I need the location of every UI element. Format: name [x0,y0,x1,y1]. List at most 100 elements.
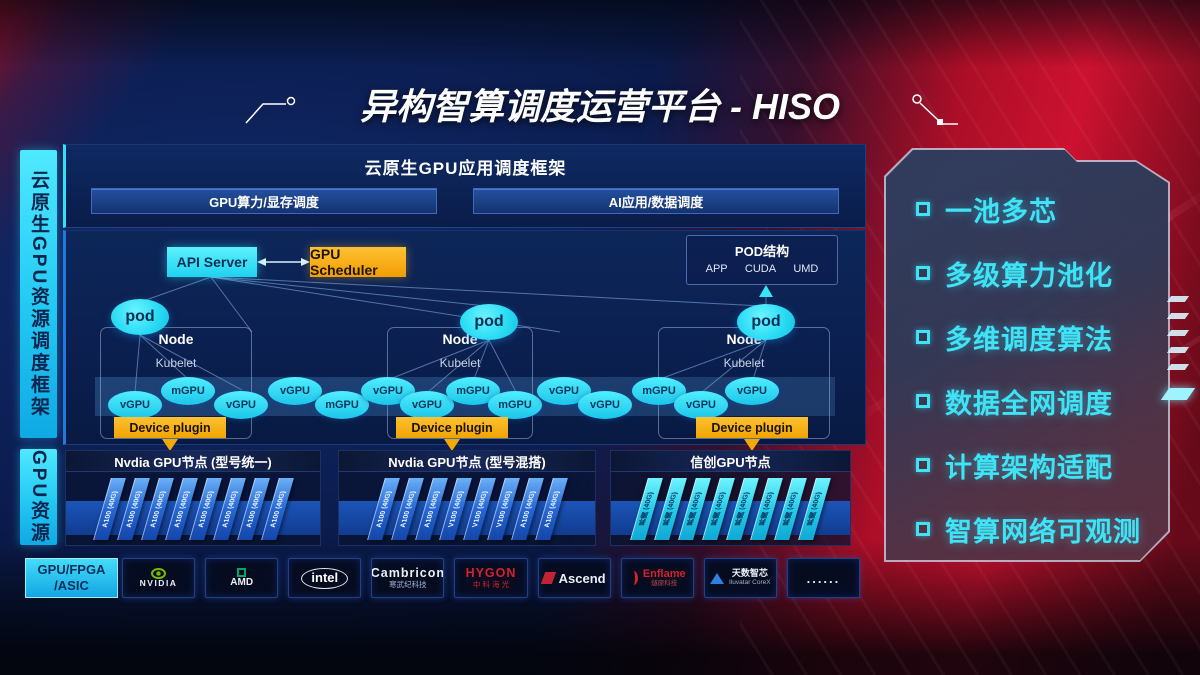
vendor-logo-row: NVIDIA AMD intel Cambricon 寒武纪科技 HYGON 中 科 海 光… [122,558,860,598]
gpu-node-section: Nvdia GPU节点 (型号混搭) A100 (40G) A100 (40G) A1… [338,450,596,546]
gpu-instance-mgpu: mGPU [161,377,215,405]
square-bullet-icon [916,522,930,536]
pod-ellipse-left: pod [111,299,169,335]
feature-panel-border: 一池多芯多级算力池化 多维调度算法 数据全网调度 计算架构适配 智算网络可观测 [884,148,1170,562]
vendor-name: 天数智芯 [731,568,768,579]
square-bullet-icon [916,202,930,216]
vendor-subtitle: 寒武纪科技 [389,579,427,589]
gpu-node-section-title: Nvdia GPU节点 (型号统一) [66,451,320,472]
feature-label: 智算网络可观测 [945,516,1141,547]
square-bullet-icon [916,458,930,472]
node-label: Node [158,331,194,347]
vendor-name: NVIDIA [139,577,178,588]
feature-item: 数据全网调度 [916,384,1113,419]
hazard-stripes-decoration [1160,296,1200,426]
gpu-node-section-title: Nvdia GPU节点 (型号混搭) [339,451,595,472]
pod-structure-item-umd: UMD [793,263,819,275]
vendor-logo-: ...... [786,558,860,598]
vendor-logo-nvidia: NVIDIA [122,558,196,598]
gpu-instance-vgpu: vGPU [578,391,632,419]
hardware-category-line1: GPU/FPGA [37,562,106,578]
pod-ellipse-right: pod [737,304,795,340]
: Enflame 燧原科技 [643,568,686,587]
app-scheduling-framework-box: 云原生GPU应用调度框架 GPU算力/显存调度 AI应用/数据调度 [63,144,866,228]
hardware-category-box: GPU/FPGA /ASIC [25,558,118,598]
device-plugin-left: Device plugin [114,417,226,438]
gpu-card-row: A100 (40G) A100 (40G) A100 (40G) V100 (40G)… [339,472,595,545]
device-plugin-middle: Device plugin [396,417,508,438]
device-plugin-arrow [744,439,760,451]
iluvatar-triangle-icon [710,572,725,584]
pod-ellipse-middle: pod [460,304,518,340]
enflame-flame-icon [629,571,638,585]
gpu-instance-vgpu: vGPU [268,377,322,405]
pod-structure-box: POD结构 APP CUDA UMD [686,235,838,285]
kubelet-label: Kubelet [723,356,765,370]
vendor-name: HYGON [465,566,517,580]
sidebar-label-gpu-resources: GPU资源 [20,449,57,545]
vendor-subtitle: 中 科 海 光 [472,579,510,589]
vendor-name: Enflame [642,568,686,581]
gpu-instance-vgpu: vGPU [108,391,162,419]
device-plugin-arrow [162,439,178,451]
square-bullet-icon [916,330,930,344]
gpu-instance-vgpu: vGPU [214,391,268,419]
vendor-logo-ascend: Ascend [537,558,611,598]
kubelet-label: Kubelet [439,356,481,370]
page-title: 异构智算调度运营平台 - HISO [359,86,840,127]
amd-square-icon [237,568,247,577]
gpu-card-row: 昇腾 (40G) 昇腾 (40G) 昇腾 (40G) 昇腾 (40G) 昇腾 (40G)… [611,472,850,545]
feature-item: 多维调度算法 [916,320,1113,355]
node-box-left: Node Kubelet [100,327,252,439]
vendor-logo-enflame: Enflame 燧原科技 [620,558,694,598]
vendor-logo-intel: intel [288,558,362,598]
framework-title: 云原生GPU应用调度框架 [364,159,567,178]
feature-label: 计算架构适配 [945,452,1113,483]
vendor-name: AMD [230,577,254,588]
gpu-scheduler-box: GPU Scheduler [310,246,406,278]
feature-item: 一池多芯 [916,192,1057,227]
feature-item: 智算网络可观测 [916,512,1141,547]
nvidia-eye-icon [151,567,167,579]
pod-structure-title: POD结构 [734,244,790,259]
vendor-logo-hygon: HYGON 中 科 海 光 [454,558,528,598]
feature-label: 多维调度算法 [945,324,1113,355]
gpu-node-section-title: 信创GPU节点 [611,451,850,472]
intel-oval-logo: intel [301,567,349,589]
feature-item: 多级算力池化 [916,256,1113,291]
gpu-node-section: Nvdia GPU节点 (型号统一) A100 (40G) A100 (40G) A1… [65,450,321,546]
: Cambricon 寒武纪科技 [371,566,445,589]
square-bullet-icon [916,394,930,408]
vendor-ellipsis: ...... [806,570,841,586]
framework-bar-ai-data: AI应用/数据调度 [473,188,839,214]
gpu-instance-mgpu: mGPU [315,391,369,419]
vendor-name: Cambricon [371,566,445,580]
hardware-category-line2: /ASIC [54,578,89,593]
kubelet-label: Kubelet [155,356,197,370]
feature-label: 多级算力池化 [945,260,1113,291]
gpu-instance-mgpu: mGPU [488,391,542,419]
: 天数智芯 Iluvatar CoreX [729,568,771,587]
square-bullet-icon [916,266,930,280]
feature-label: 一池多芯 [945,196,1057,227]
ascend-icon [540,572,556,584]
gpu-instance-vgpu: vGPU [400,391,454,419]
vendor-logo-cambricon: Cambricon 寒武纪科技 [371,558,445,598]
sidebar-label-scheduling-framework: 云原生GPU资源调度框架 [20,150,57,438]
: AMD [230,568,253,588]
pod-structure-item-app: APP [705,263,728,275]
pod-structure-item-cuda: CUDA [744,263,777,275]
gpu-instance-vgpu: vGPU [674,391,728,419]
api-server-box: API Server [167,247,257,277]
vendor-name: Ascend [558,570,606,586]
framework-bar-gpu-compute: GPU算力/显存调度 [91,188,437,214]
gpu-card-row: A100 (40G) A100 (40G) A100 (40G) A100 (40G)… [66,472,320,545]
feature-label: 数据全网调度 [945,388,1113,419]
vendor-subtitle: Iluvatar CoreX [729,579,771,587]
gpu-instance-vgpu: vGPU [725,377,779,405]
vendor-subtitle: 燧原科技 [651,580,678,588]
gpu-node-section: 信创GPU节点 昇腾 (40G) 昇腾 (40G) 昇腾 (40G) 昇腾 (40G) 昇… [610,450,851,546]
